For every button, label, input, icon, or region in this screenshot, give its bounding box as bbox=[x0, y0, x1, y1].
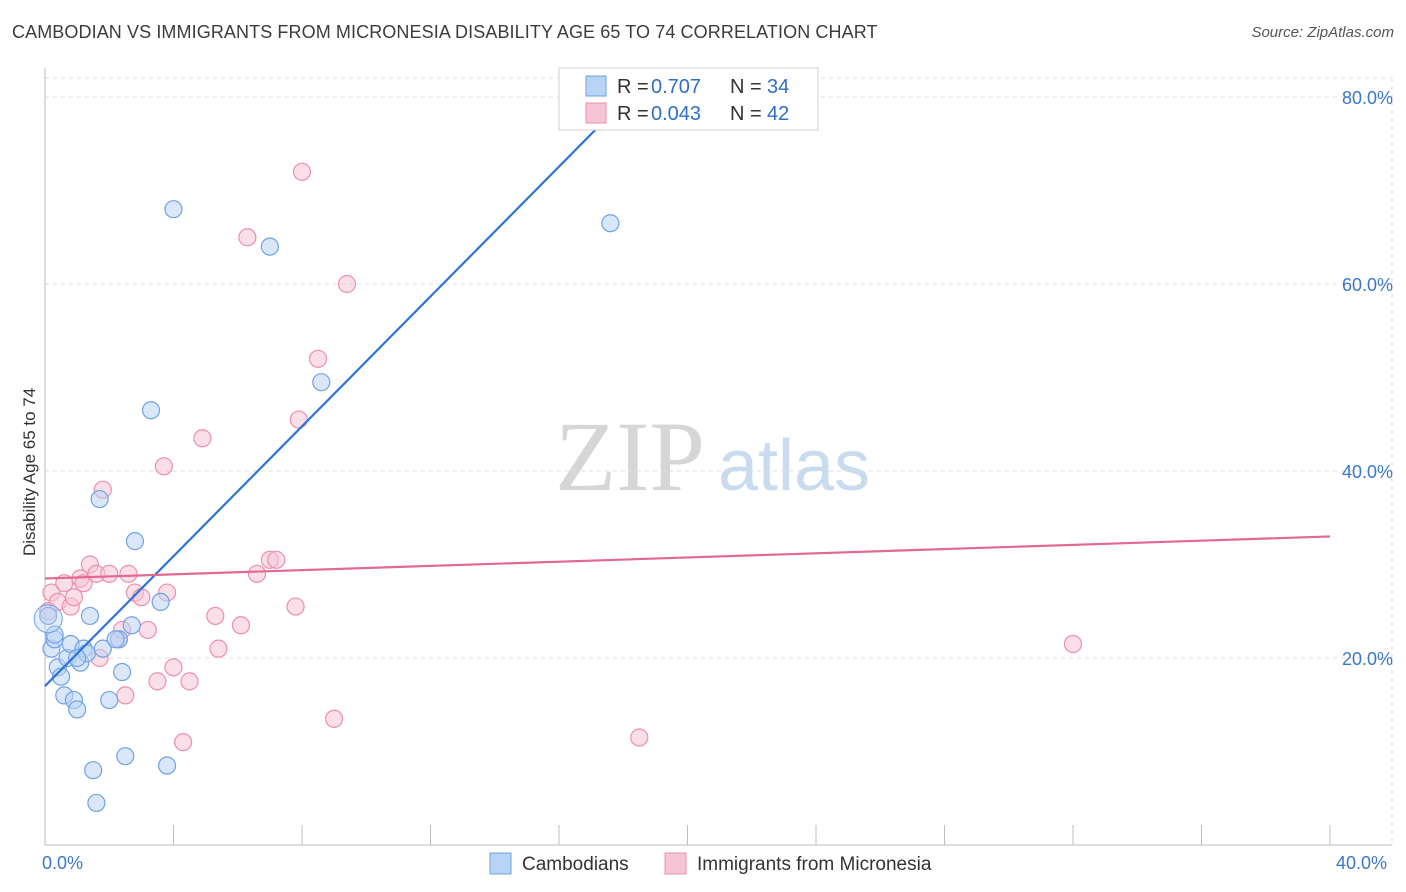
series-cambodians-points bbox=[33, 200, 620, 813]
bottom-legend-cambodians: Cambodians bbox=[522, 854, 629, 875]
cambodians-point-23 bbox=[125, 532, 145, 551]
micronesia-point-27 bbox=[206, 606, 225, 626]
micronesia-point-33 bbox=[267, 550, 286, 569]
micronesia-point-34 bbox=[286, 597, 305, 616]
micronesia-point-37 bbox=[308, 349, 328, 368]
axes bbox=[44, 68, 1392, 846]
watermark-atlas: atlas bbox=[718, 426, 870, 506]
micronesia-point-7 bbox=[74, 574, 93, 593]
cambodians-point-33 bbox=[68, 648, 87, 668]
legend-r-label-1: R = bbox=[617, 76, 649, 98]
source-label: Source: ZipAtlas.com bbox=[1251, 24, 1394, 41]
y-tick-label-60: 60.0% bbox=[1342, 275, 1393, 295]
legend-n-label-2: N = bbox=[730, 103, 762, 125]
micronesia-point-26 bbox=[193, 429, 212, 448]
y-tick-labels: 20.0% 40.0% 60.0% 80.0% bbox=[1342, 88, 1393, 669]
cambodians-point-28 bbox=[260, 237, 279, 256]
cambodians-point-25 bbox=[151, 592, 170, 612]
micronesia-point-23 bbox=[164, 658, 183, 677]
x-tick-label-max: 40.0% bbox=[1336, 853, 1387, 873]
legend-n-label-1: N = bbox=[730, 76, 762, 98]
bottom-legend-swatch-cambodians bbox=[489, 852, 512, 875]
legend-r-value-1: 0.707 bbox=[651, 76, 701, 98]
legend-n-value-2: 42 bbox=[767, 103, 789, 125]
cambodians-point-14 bbox=[84, 761, 103, 780]
cambodians-point-32 bbox=[106, 630, 125, 649]
micronesia-point-20 bbox=[148, 672, 167, 691]
micronesia-point-38 bbox=[325, 709, 344, 728]
micronesia-point-40 bbox=[630, 728, 649, 747]
legend-swatch-cambodians bbox=[585, 75, 607, 97]
trendline-cambodians bbox=[44, 100, 625, 687]
cambodians-point-24 bbox=[141, 401, 161, 420]
micronesia-point-31 bbox=[247, 564, 267, 583]
cambodians-point-27 bbox=[164, 200, 183, 219]
cambodians-point-15 bbox=[87, 793, 106, 813]
trendlines bbox=[44, 100, 1331, 687]
y-tick-label-20: 20.0% bbox=[1342, 649, 1393, 669]
cambodians-point-21 bbox=[116, 747, 135, 766]
cambodians-point-26 bbox=[157, 756, 177, 775]
micronesia-point-35 bbox=[289, 410, 308, 429]
micronesia-point-24 bbox=[174, 733, 193, 752]
micronesia-point-18 bbox=[132, 588, 151, 607]
chart-title: CAMBODIAN VS IMMIGRANTS FROM MICRONESIA … bbox=[12, 22, 878, 42]
micronesia-point-41 bbox=[1063, 634, 1083, 654]
cambodians-point-29 bbox=[312, 373, 331, 392]
series-legend: Cambodians Immigrants from Micronesia bbox=[489, 852, 932, 875]
y-tick-label-80: 80.0% bbox=[1342, 88, 1393, 108]
cambodians-point-cluster bbox=[33, 604, 63, 634]
micronesia-point-36 bbox=[292, 162, 312, 181]
legend-r-label-2: R = bbox=[617, 103, 649, 125]
cambodians-point-30 bbox=[601, 214, 620, 233]
micronesia-point-29 bbox=[231, 616, 251, 635]
cambodians-point-9 bbox=[68, 700, 87, 719]
bottom-legend-swatch-micronesia bbox=[664, 852, 687, 875]
cambodians-point-22 bbox=[122, 616, 141, 635]
x-tick-label-min: 0.0% bbox=[42, 853, 83, 873]
correlation-legend: R = 0.707 N = 34 R = 0.043 N = 42 bbox=[558, 67, 819, 131]
y-tick-label-40: 40.0% bbox=[1342, 462, 1393, 482]
cambodians-point-20 bbox=[112, 662, 132, 682]
micronesia-point-5 bbox=[64, 588, 84, 607]
cambodians-point-16 bbox=[90, 489, 109, 509]
y-axis-label: Disability Age 65 to 74 bbox=[20, 388, 39, 556]
cambodians-point-18 bbox=[100, 690, 119, 710]
micronesia-point-16 bbox=[119, 564, 138, 583]
cambodians-point-31 bbox=[45, 625, 64, 644]
micronesia-point-25 bbox=[180, 672, 199, 691]
micronesia-point-15 bbox=[116, 686, 135, 705]
watermark-zip: ZIP bbox=[555, 401, 705, 512]
micronesia-point-21 bbox=[154, 457, 173, 476]
micronesia-point-12 bbox=[100, 564, 119, 583]
cambodians-point-13 bbox=[80, 606, 100, 626]
trendline-micronesia bbox=[44, 535, 1331, 580]
legend-r-value-2: 0.043 bbox=[651, 103, 701, 125]
cambodians-point-17 bbox=[93, 639, 112, 658]
micronesia-point-28 bbox=[209, 639, 228, 658]
micronesia-point-30 bbox=[238, 228, 257, 247]
cambodians-point-4 bbox=[51, 667, 71, 686]
legend-n-value-1: 34 bbox=[767, 76, 789, 98]
micronesia-point-19 bbox=[138, 620, 157, 640]
bottom-legend-micronesia: Immigrants from Micronesia bbox=[697, 854, 932, 875]
cambodians-point-0 bbox=[39, 606, 58, 626]
legend-swatch-micronesia bbox=[585, 102, 607, 124]
micronesia-point-39 bbox=[337, 274, 357, 294]
